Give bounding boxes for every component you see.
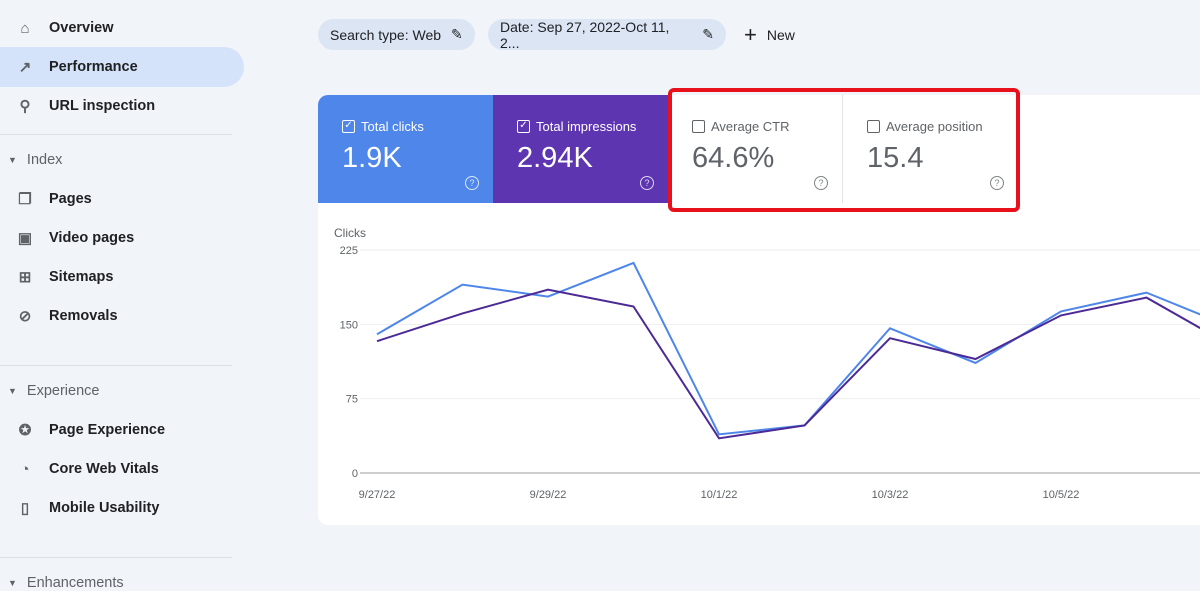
sidebar-item-pages[interactable]: ❐ Pages xyxy=(0,179,244,219)
sidebar-item-overview[interactable]: ⌂ Overview xyxy=(0,8,244,48)
date-label: Date: Sep 27, 2022-Oct 11, 2... xyxy=(500,19,692,51)
section-label: Index xyxy=(27,152,62,168)
home-icon: ⌂ xyxy=(15,20,35,37)
trending-up-icon: ↗ xyxy=(15,58,35,76)
section-label: Experience xyxy=(27,383,100,399)
highlight-box xyxy=(668,88,1020,212)
y-tick-label: 150 xyxy=(340,319,358,331)
sidebar-item-sitemaps[interactable]: ⊞ Sitemaps xyxy=(0,257,244,297)
page-experience-icon: ✪ xyxy=(15,421,35,439)
series-line-0 xyxy=(377,263,1200,434)
caret-down-icon: ▼ xyxy=(8,578,17,588)
edit-icon: ✎ xyxy=(451,26,463,43)
y-tick-label: 0 xyxy=(352,468,358,480)
search-type-label: Search type: Web xyxy=(330,27,441,43)
caret-down-icon: ▼ xyxy=(8,155,17,165)
divider xyxy=(0,365,232,366)
sidebar: ⌂ Overview ↗ Performance ⚲ URL inspection ▼ Ind… xyxy=(0,0,250,548)
divider xyxy=(0,557,232,558)
search-icon: ⚲ xyxy=(15,97,35,115)
section-experience[interactable]: ▼ Experience xyxy=(0,383,99,399)
y-tick-label: 225 xyxy=(340,245,358,257)
x-tick-label: 10/1/22 xyxy=(701,489,738,501)
sidebar-item-performance[interactable]: ↗ Performance xyxy=(0,47,244,87)
gauge-icon: ◔ xyxy=(15,461,35,478)
x-tick-label: 10/5/22 xyxy=(1043,489,1080,501)
x-tick-label: 9/29/22 xyxy=(530,489,567,501)
sidebar-item-label: Performance xyxy=(49,59,138,75)
divider xyxy=(0,134,232,135)
sidebar-item-label: Mobile Usability xyxy=(49,500,159,516)
sidebar-item-removals[interactable]: ⊘ Removals xyxy=(0,296,244,336)
sidebar-item-page-experience[interactable]: ✪ Page Experience xyxy=(0,410,244,450)
section-index[interactable]: ▼ Index xyxy=(0,152,62,168)
sidebar-item-label: Pages xyxy=(49,191,92,207)
x-tick-label: 10/3/22 xyxy=(872,489,909,501)
plus-icon: + xyxy=(744,22,757,48)
new-filter-button[interactable]: + New xyxy=(744,22,795,48)
search-type-filter[interactable]: Search type: Web ✎ xyxy=(318,19,475,50)
section-label: Enhancements xyxy=(27,575,124,591)
edit-icon: ✎ xyxy=(702,26,714,43)
eye-off-icon: ⊘ xyxy=(15,307,35,325)
caret-down-icon: ▼ xyxy=(8,386,17,396)
y-axis-label: Clicks xyxy=(334,226,366,240)
video-pages-icon: ▣ xyxy=(15,229,35,247)
sidebar-item-label: Overview xyxy=(49,20,114,36)
sidebar-item-core-web-vitals[interactable]: ◔ Core Web Vitals xyxy=(0,449,244,489)
sidebar-item-url-inspection[interactable]: ⚲ URL inspection xyxy=(0,86,244,126)
date-filter[interactable]: Date: Sep 27, 2022-Oct 11, 2... ✎ xyxy=(488,19,726,50)
sidebar-item-label: Sitemaps xyxy=(49,269,113,285)
x-tick-label: 9/27/22 xyxy=(359,489,396,501)
series-line-1 xyxy=(377,290,1200,439)
y-tick-label: 75 xyxy=(346,394,358,406)
pages-icon: ❐ xyxy=(15,190,35,208)
section-enhancements[interactable]: ▼ Enhancements xyxy=(0,575,124,591)
sitemap-icon: ⊞ xyxy=(15,268,35,286)
sidebar-item-label: URL inspection xyxy=(49,98,155,114)
sidebar-item-mobile-usability[interactable]: ▯ Mobile Usability xyxy=(0,488,244,528)
new-label: New xyxy=(767,27,795,43)
sidebar-item-video-pages[interactable]: ▣ Video pages xyxy=(0,218,244,258)
sidebar-item-label: Page Experience xyxy=(49,422,165,438)
phone-icon: ▯ xyxy=(15,499,35,517)
sidebar-item-label: Removals xyxy=(49,308,118,324)
sidebar-item-label: Core Web Vitals xyxy=(49,461,159,477)
sidebar-item-label: Video pages xyxy=(49,230,134,246)
